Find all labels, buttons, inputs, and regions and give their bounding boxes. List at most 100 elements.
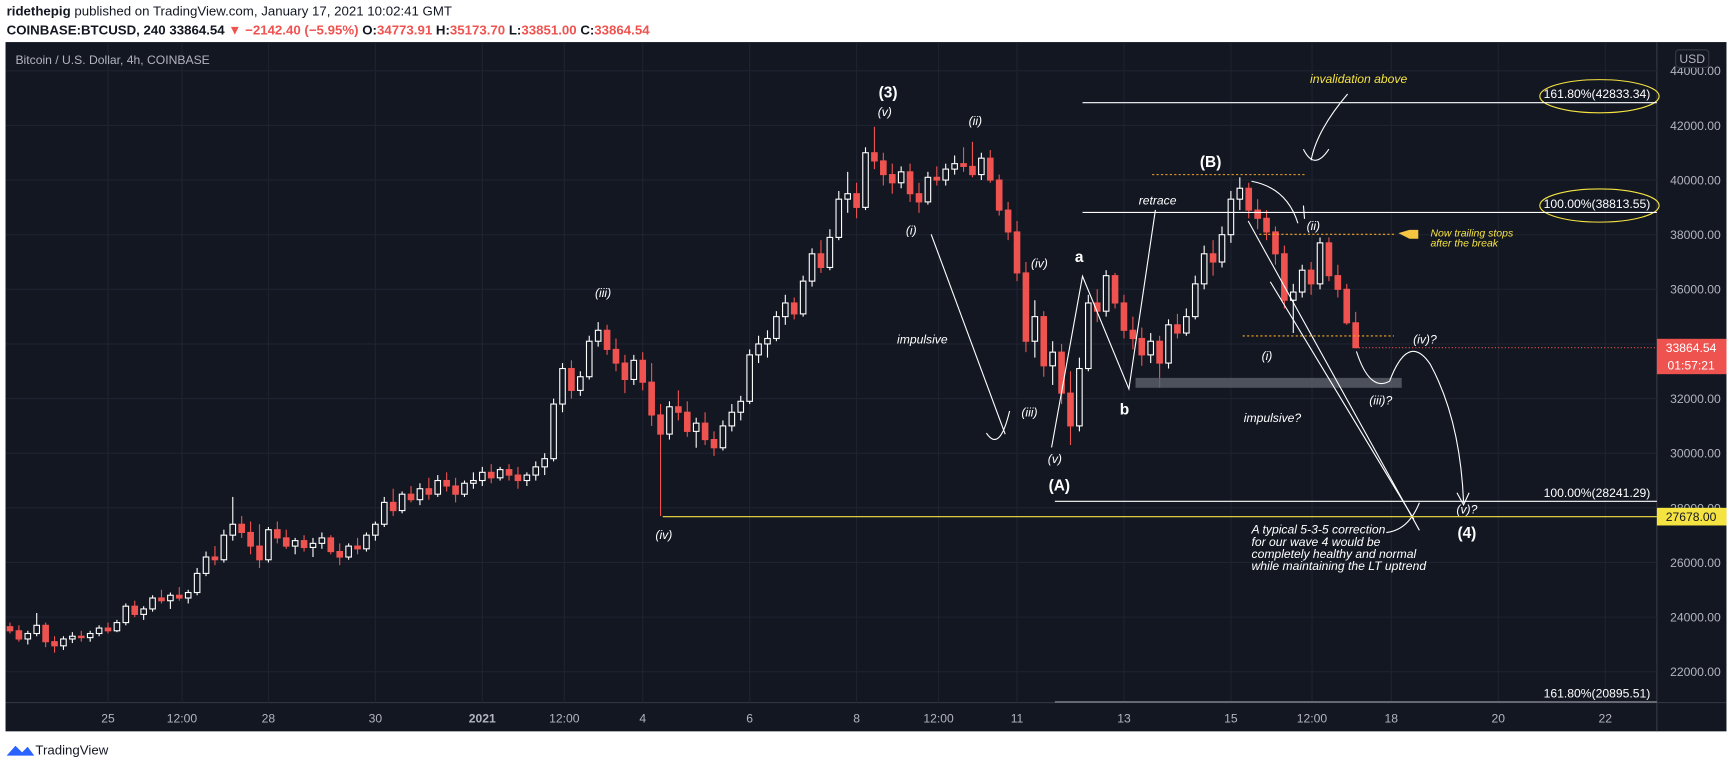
candle-body (1031, 316, 1039, 342)
candle-body (781, 302, 789, 318)
logo-icon (6, 745, 35, 756)
candle-body (336, 551, 344, 558)
candle-body (1174, 324, 1181, 334)
candle-body (639, 359, 647, 383)
candle-body (737, 400, 745, 413)
highlight (1539, 79, 1660, 114)
candle-body (692, 422, 700, 432)
annotation: (iii) (1021, 406, 1037, 420)
candle-body (897, 171, 905, 184)
candle-body (657, 414, 664, 435)
o-label: O: (362, 22, 377, 37)
candle-body (710, 439, 718, 449)
candle-body (746, 354, 753, 402)
candle-body (1076, 367, 1083, 427)
candle-body (1191, 283, 1199, 318)
candle-body (461, 482, 468, 495)
last-price: 33864.54 (1666, 341, 1717, 355)
candle-body (69, 635, 76, 640)
candle-body (238, 523, 246, 533)
annotation: (ii) (1307, 219, 1320, 233)
candle-body (1281, 253, 1288, 301)
header-line-1: ridethepig published on TradingView.com,… (7, 4, 452, 19)
candle-body (24, 632, 32, 640)
candle-body (915, 193, 923, 203)
candle-body (95, 627, 103, 635)
x-tick-label: 30 (369, 712, 383, 726)
candle-body (1200, 253, 1208, 285)
annotation: impulsive (897, 333, 948, 347)
candle-body (1245, 187, 1253, 211)
invalidation-curl (1302, 148, 1330, 161)
candle-body (648, 381, 655, 416)
candle-body (1138, 337, 1146, 356)
x-tick-label: 11 (1011, 712, 1024, 726)
footer: TradingView (35, 743, 108, 758)
candle-body (211, 556, 219, 561)
candle-body (220, 534, 228, 561)
candle-body (104, 627, 112, 632)
invalidation-arrow (1310, 93, 1349, 161)
annotation: for our wave 4 would be (1252, 535, 1381, 549)
curve-arrow (1251, 180, 1299, 224)
y-tick-label: 30000.00 (1670, 447, 1721, 461)
candle-body (113, 622, 121, 632)
candle-body (487, 471, 495, 479)
candle-body (407, 493, 415, 501)
c-value: 33864.54 (594, 22, 650, 37)
y-tick-label: 38000.00 (1670, 228, 1721, 242)
candles (6, 126, 1359, 653)
candle-body (1120, 302, 1128, 331)
candle-body (514, 474, 522, 482)
candle-body (122, 605, 130, 624)
y-tick-label: 32000.00 (1670, 392, 1721, 406)
y-tick-label: 42000.00 (1670, 119, 1721, 133)
highlight (1539, 188, 1660, 223)
candle-body (309, 542, 317, 549)
candle-body (398, 493, 406, 512)
y-tick-label: 36000.00 (1670, 283, 1721, 297)
candle-body (425, 488, 433, 495)
x-tick-label: 12:00 (923, 712, 954, 726)
candle-body (888, 174, 896, 184)
author: ridethepig (7, 4, 71, 19)
y-tick-label: 26000.00 (1670, 556, 1721, 570)
candle-body (1298, 269, 1306, 293)
symbol: COINBASE:BTCUSD, 240 (7, 22, 166, 37)
fib-label: 100.00%(28241.29) (1544, 486, 1651, 500)
candle-body (1272, 231, 1279, 255)
candle-body (193, 572, 201, 594)
x-tick-label: 4 (639, 712, 646, 726)
candle-body (541, 458, 549, 468)
candle-body (1049, 351, 1056, 367)
candle-body (844, 193, 852, 200)
candle-body (256, 545, 263, 561)
annotation: (iv) (1031, 256, 1048, 270)
candle-body (291, 540, 299, 547)
candle-body (603, 329, 611, 350)
annotation: (iv) (655, 528, 672, 542)
candle-body (862, 152, 869, 208)
candle-body (1102, 275, 1110, 312)
change: ▼ −2142.40 (−5.95%) (228, 22, 358, 37)
candle-body (559, 367, 566, 405)
fib-label: 161.80%(20895.51) (1544, 687, 1651, 701)
candle-body (1289, 291, 1297, 301)
candle-body (1111, 275, 1119, 304)
candle-body (380, 501, 388, 525)
candle-body (1227, 198, 1235, 236)
annotation: (A) (1049, 478, 1070, 495)
x-tick-label: 12:00 (1297, 712, 1328, 726)
trend-line (1269, 281, 1415, 520)
candle-body (6, 626, 14, 632)
candle-body (140, 608, 147, 615)
h-label: H: (436, 22, 450, 37)
candle-body (871, 152, 878, 162)
candle-body (577, 376, 584, 391)
candle-body (175, 594, 183, 599)
candle-body (184, 591, 192, 599)
candle-body (434, 479, 442, 495)
candle-body (683, 411, 691, 432)
candle-body (1058, 351, 1065, 394)
